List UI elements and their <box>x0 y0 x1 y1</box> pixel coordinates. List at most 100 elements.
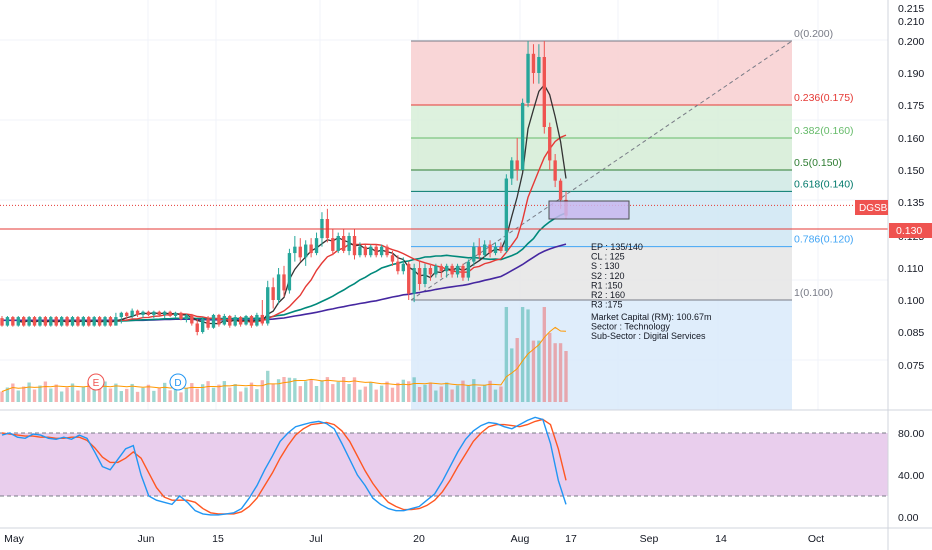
candle-body <box>537 57 541 73</box>
volume-bar <box>520 307 525 402</box>
candle <box>119 311 123 324</box>
volume-bar <box>108 388 113 402</box>
time-axis-label: Jun <box>138 533 155 545</box>
fib-zone-below <box>411 300 792 410</box>
candle-body <box>412 268 416 294</box>
last-price-tag: 0.130 <box>889 223 932 238</box>
candle-body <box>461 265 465 278</box>
volume-bar <box>466 385 471 402</box>
company-info-line: Sub-Sector : Digital Services <box>591 331 706 341</box>
volume-bar <box>271 384 275 402</box>
candle <box>407 261 411 300</box>
stochastic-band <box>0 433 888 496</box>
volume-bar <box>200 384 205 402</box>
stochastic-pane[interactable] <box>0 409 932 516</box>
candle-body <box>173 312 178 316</box>
candle-body <box>108 317 113 326</box>
candle-body <box>27 317 31 326</box>
candle <box>401 257 405 275</box>
candle-body <box>488 244 492 254</box>
volume-bar <box>233 384 237 402</box>
volume-bar <box>488 380 492 402</box>
candle-body <box>190 314 194 324</box>
volume-bar <box>548 332 552 402</box>
candle <box>168 310 172 318</box>
candle-body <box>59 317 64 326</box>
candle-body <box>450 265 454 275</box>
candle <box>135 309 140 318</box>
fib-zone <box>411 105 792 138</box>
candle <box>472 242 476 266</box>
candle <box>27 316 31 327</box>
candle <box>287 248 292 294</box>
candle-body <box>314 238 319 254</box>
candle <box>233 314 237 327</box>
candle-body <box>114 317 118 326</box>
candle <box>184 313 189 323</box>
candle-body <box>439 265 443 272</box>
volume-bar <box>298 386 302 402</box>
volume-bar <box>304 381 308 402</box>
time-axis-label: Sep <box>640 533 659 545</box>
candle <box>65 316 69 327</box>
volume-bar <box>125 388 129 402</box>
candle <box>5 316 10 327</box>
fibonacci-retracement[interactable]: 0(0.200) 0.236(0.175) 0.382(0.160) 0.5(0.15… <box>410 28 854 410</box>
candle <box>249 314 254 328</box>
volume-bar <box>558 343 563 402</box>
candle-body <box>396 261 400 272</box>
candle <box>141 310 145 319</box>
candle-body <box>92 317 96 326</box>
volume-bar <box>146 384 151 402</box>
candle <box>255 312 259 327</box>
candle-body <box>222 316 227 325</box>
fib-level-label: 0.236(0.175) <box>794 92 854 104</box>
trade-note-line: S2 : 120 <box>591 271 625 281</box>
candle-body <box>455 265 460 275</box>
volume-bar <box>114 383 118 402</box>
candle-body <box>249 316 254 326</box>
candle <box>217 313 221 327</box>
volume-bar <box>87 382 91 402</box>
time-axis-label: Aug <box>511 533 530 545</box>
candle-body <box>11 317 15 326</box>
volume-bar <box>266 370 270 402</box>
candle-body <box>228 316 232 326</box>
volume-bar <box>260 380 264 402</box>
candle <box>49 316 53 327</box>
candle <box>298 238 302 262</box>
candle-body <box>217 314 221 325</box>
candle <box>352 229 357 260</box>
fib-level-label: 0(0.200) <box>794 28 833 40</box>
volume-bar <box>352 377 357 402</box>
symbol-tag: DGSB <box>855 200 888 215</box>
candle-body <box>260 314 264 324</box>
time-axis-label: May <box>4 533 25 545</box>
volume-bar <box>477 387 481 402</box>
candle-body <box>81 317 86 326</box>
candle <box>358 242 362 258</box>
candle-body <box>363 246 368 256</box>
candle-body <box>515 160 519 170</box>
volume-bar <box>515 338 519 402</box>
candle-body <box>341 236 346 251</box>
volume-bar <box>309 379 313 402</box>
candle-body <box>542 57 546 127</box>
ma-green-line <box>99 212 567 323</box>
candle <box>125 311 129 320</box>
trade-note-line: R2 : 160 <box>591 290 625 300</box>
candle-body <box>38 317 42 326</box>
volume-bar <box>76 390 80 402</box>
volume-bar <box>434 390 438 402</box>
volume-bar <box>22 386 26 402</box>
volume-bar <box>130 383 134 402</box>
candle-body <box>87 317 91 326</box>
volume-bar <box>504 307 509 402</box>
volume-bar <box>103 381 107 402</box>
candle <box>211 313 216 329</box>
volume-bar <box>385 381 389 402</box>
candle-body <box>331 238 335 251</box>
candle <box>206 316 210 330</box>
candle <box>477 238 481 260</box>
volume-bar <box>455 385 460 402</box>
